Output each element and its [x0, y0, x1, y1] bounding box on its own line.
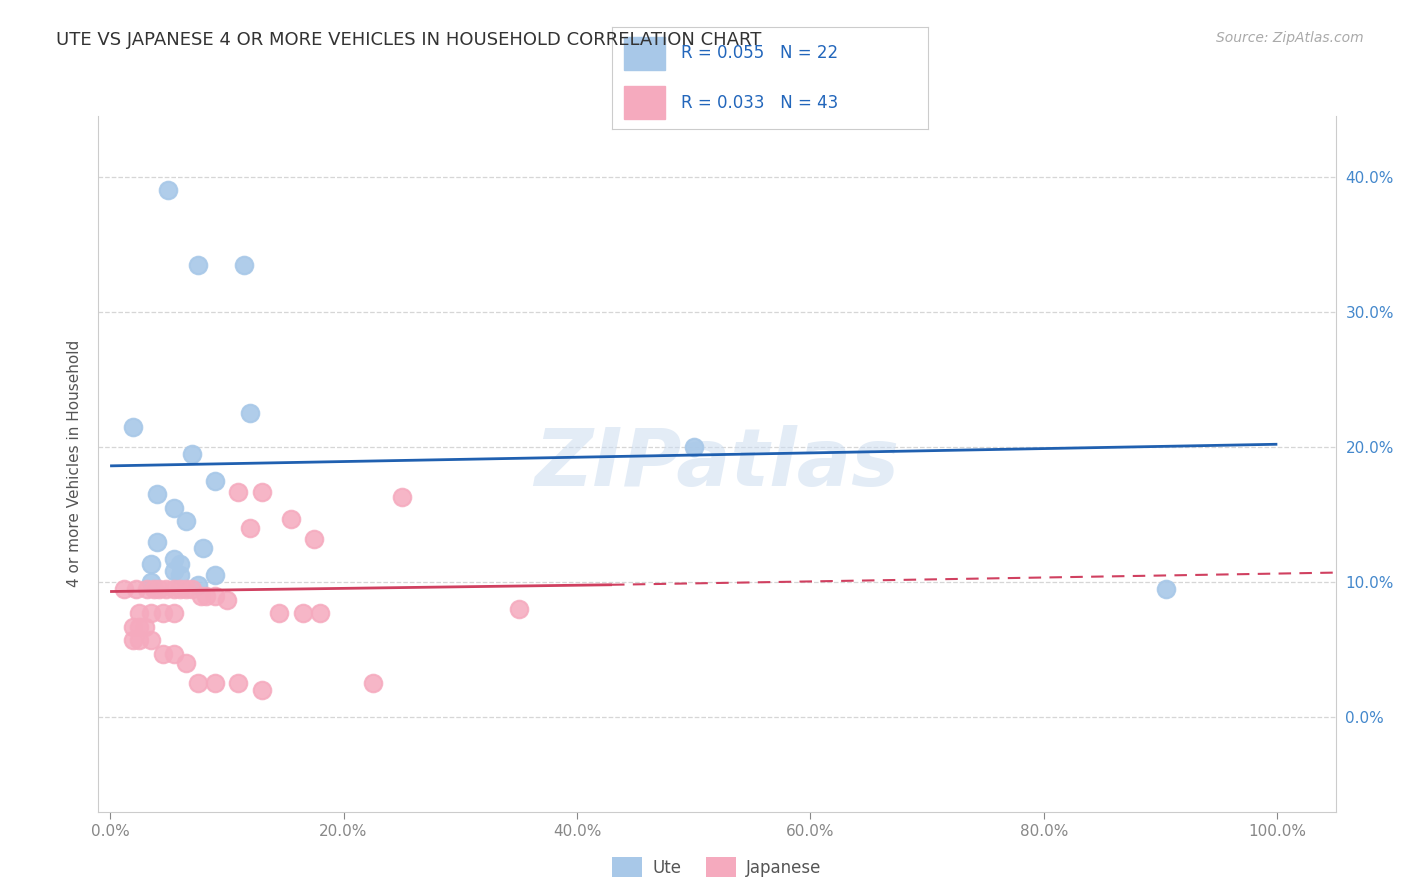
Point [187, 578, 209, 592]
Point [112, 582, 135, 596]
Point [169, 558, 191, 572]
Point [169, 568, 191, 582]
Point [139, 558, 162, 572]
Point [139, 606, 162, 620]
Point [233, 258, 256, 272]
Point [128, 606, 150, 620]
Point [187, 676, 209, 690]
Point [180, 582, 202, 596]
Point [163, 582, 186, 596]
Point [122, 620, 145, 634]
Point [194, 589, 217, 603]
Bar [624, 87, 665, 119]
Point [157, 183, 180, 197]
Legend: Ute, Japanese: Ute, Japanese [606, 851, 828, 883]
Bar [624, 37, 665, 70]
Point [139, 633, 162, 648]
Y-axis label: 4 or more Vehicles in Household: 4 or more Vehicles in Household [67, 340, 83, 588]
Point [146, 487, 169, 501]
Point [152, 606, 174, 620]
Text: Source: ZipAtlas.com: Source: ZipAtlas.com [1216, 31, 1364, 45]
Point [215, 592, 238, 607]
Point [309, 606, 332, 620]
Point [304, 532, 326, 546]
Point [239, 521, 262, 535]
Point [163, 606, 186, 620]
Text: UTE VS JAPANESE 4 OR MORE VEHICLES IN HOUSEHOLD CORRELATION CHART: UTE VS JAPANESE 4 OR MORE VEHICLES IN HO… [56, 31, 762, 49]
Point [204, 676, 226, 690]
Point [391, 490, 413, 504]
Point [163, 564, 186, 578]
Point [1156, 582, 1178, 596]
Point [361, 676, 384, 690]
Point [291, 606, 314, 620]
Point [174, 656, 197, 670]
Point [143, 582, 166, 596]
Point [193, 541, 215, 556]
Point [204, 589, 226, 603]
Point [204, 474, 226, 488]
Point [163, 647, 186, 661]
Point [134, 620, 156, 634]
Point [204, 568, 226, 582]
Text: R = 0.055   N = 22: R = 0.055 N = 22 [682, 45, 838, 62]
Point [280, 511, 302, 525]
Point [250, 484, 273, 499]
Point [148, 582, 170, 596]
Point [239, 406, 262, 420]
Point [136, 582, 159, 596]
Point [152, 647, 174, 661]
Point [128, 633, 150, 648]
Point [228, 676, 250, 690]
Point [190, 589, 212, 603]
Point [155, 582, 177, 596]
Point [128, 620, 150, 634]
Point [174, 514, 197, 528]
Point [180, 447, 202, 461]
Point [187, 258, 209, 272]
Point [682, 440, 704, 454]
Point [139, 575, 162, 590]
Point [146, 534, 169, 549]
Point [269, 606, 291, 620]
Point [125, 582, 148, 596]
Point [122, 633, 145, 648]
Point [250, 683, 273, 698]
Point [228, 484, 250, 499]
Point [163, 500, 186, 515]
Point [122, 419, 145, 434]
Point [163, 552, 186, 566]
Point [169, 582, 191, 596]
Point [508, 602, 530, 616]
Text: ZIPatlas: ZIPatlas [534, 425, 900, 503]
Point [174, 582, 197, 596]
Text: R = 0.033   N = 43: R = 0.033 N = 43 [682, 94, 838, 112]
